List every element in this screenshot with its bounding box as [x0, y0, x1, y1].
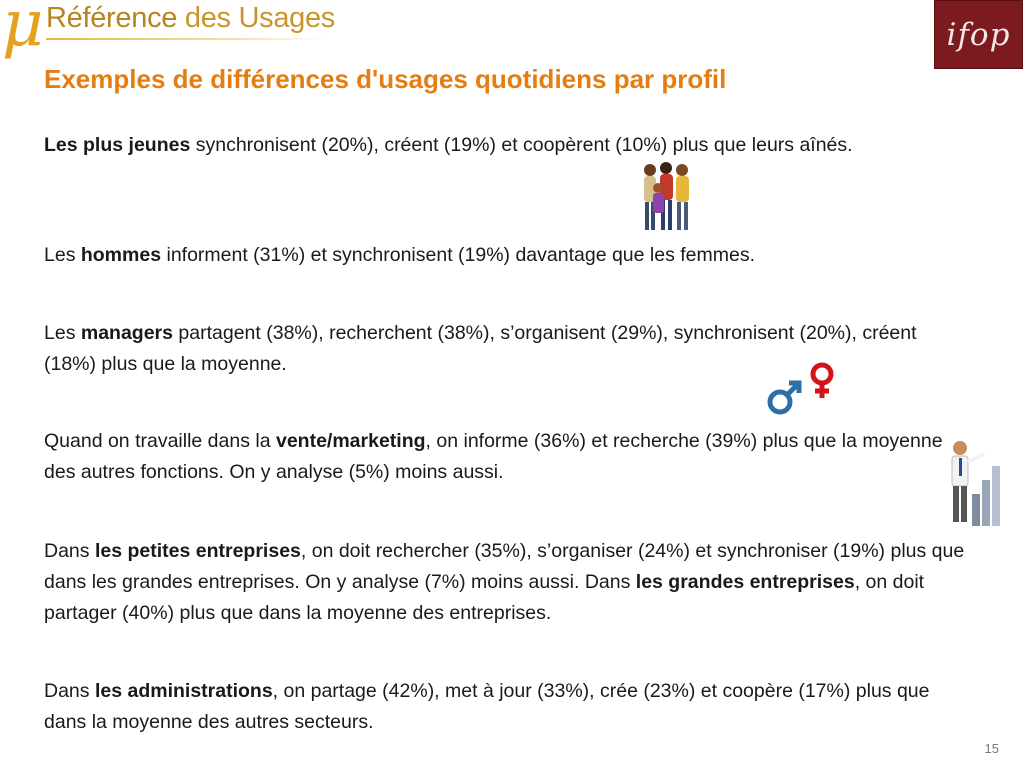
gender-symbols-icon	[767, 362, 834, 415]
paragraph-sales-text: , on informe (36%) et recherche (39%) pl…	[44, 430, 943, 483]
paragraph-administrations: Dans les administrations, on partage (42…	[44, 676, 944, 738]
paragraph-administrations-text: , on partage (42%), met à jour (33%), cr…	[44, 680, 930, 733]
paragraph-companies-text: , on doit rechercher (35%), s’organiser …	[44, 540, 965, 593]
ifop-logo: ifop	[934, 0, 1023, 69]
brand-underline	[46, 38, 326, 40]
paragraph-managers-bold: managers	[80, 322, 173, 344]
brand-title-part1: Référence	[46, 2, 178, 34]
brand-logo: μ Référence des Usages	[0, 0, 335, 70]
page-number: 15	[984, 741, 999, 756]
brand-mu-symbol: μ	[2, 0, 44, 61]
paragraph-companies-bold-small: les petites entreprises	[94, 540, 301, 562]
paragraph-young-bold: Les plus jeunes	[44, 134, 191, 156]
manager-icon	[951, 441, 1000, 526]
paragraph-men-lead: Les	[44, 244, 81, 266]
paragraph-men: Les hommes informent (31%) et synchronis…	[44, 240, 974, 271]
male-symbol-icon	[767, 380, 802, 415]
brand-title: Référence des Usages	[46, 2, 335, 35]
paragraph-men-text: informent (31%) et synchronisent (19%) d…	[161, 244, 756, 266]
paragraph-managers-lead: Les	[44, 322, 81, 344]
brand-title-part2: des Usages	[177, 2, 336, 34]
paragraph-young-text: synchronisent (20%), créent (19%) et coo…	[190, 134, 853, 156]
paragraph-administrations-bold: les administrations	[94, 680, 273, 702]
paragraph-companies-text-end: , on doit partager (40%) plus que dans l…	[44, 571, 925, 624]
slide-title: Exemples de différences d'usages quotidi…	[44, 64, 727, 94]
paragraph-companies-bold-large: les grandes entreprises	[635, 571, 855, 593]
paragraph-administrations-lead: Dans	[44, 680, 95, 702]
paragraph-managers: Les managers partagent (38%), recherchen…	[44, 318, 934, 380]
paragraph-young: Les plus jeunes synchronisent (20%), cré…	[44, 130, 934, 161]
paragraph-sales: Quand on travaille dans la vente/marketi…	[44, 426, 949, 488]
ifop-logo-text: ifop	[946, 16, 1011, 53]
paragraph-sales-bold: vente/marketing	[275, 430, 426, 452]
paragraph-companies-lead: Dans	[44, 540, 95, 562]
young-people-icon	[644, 162, 689, 230]
paragraph-sales-lead: Quand on travaille dans la	[44, 430, 276, 452]
paragraph-managers-text: partagent (38%), recherchent (38%), s’or…	[44, 322, 917, 375]
paragraph-men-bold: hommes	[80, 244, 162, 266]
female-symbol-icon	[810, 362, 834, 398]
paragraph-companies: Dans les petites entreprises, on doit re…	[44, 536, 974, 629]
